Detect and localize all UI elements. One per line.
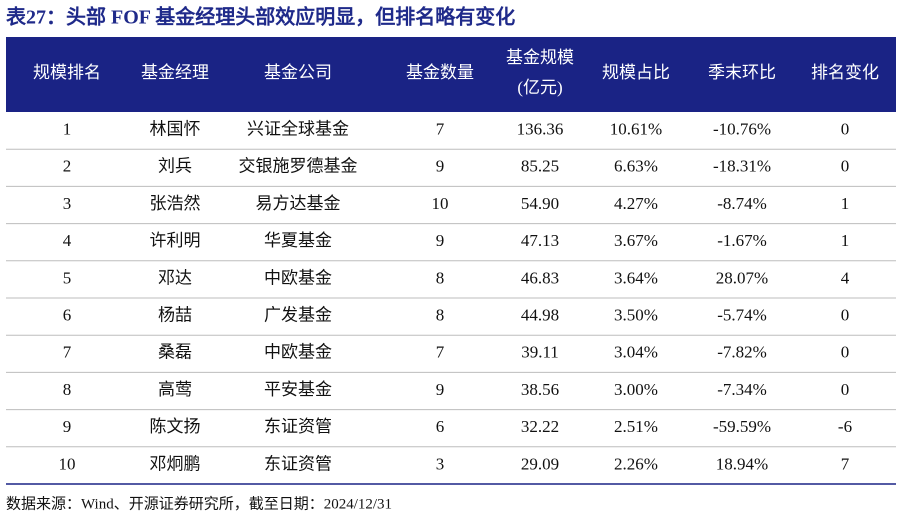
table-cell: 0 — [841, 157, 850, 176]
table-cell: 28.07% — [716, 268, 768, 287]
table-cell: 8 — [63, 380, 72, 399]
table-cell: 9 — [436, 380, 445, 399]
table-cell: 3.50% — [614, 306, 658, 325]
table-cell: 1 — [841, 194, 850, 213]
table-cell: 8 — [436, 268, 445, 287]
column-header: 基金经理 — [141, 63, 209, 82]
table-cell: 29.09 — [521, 454, 559, 473]
column-header: 排名变化 — [811, 63, 879, 82]
table-cell: 3 — [436, 454, 445, 473]
column-header: 基金公司 — [264, 63, 332, 82]
table-cell: 中欧基金 — [264, 343, 332, 362]
table-cell: 39.11 — [521, 343, 559, 362]
table-title: 表27：头部 FOF 基金经理头部效应明显，但排名略有变化 — [6, 5, 515, 29]
column-header: 规模排名 — [33, 63, 101, 82]
table-cell: 林国怀 — [150, 120, 201, 139]
table-cell: 7 — [436, 343, 445, 362]
table-cell: -59.59% — [713, 417, 771, 436]
table-cell: 4.27% — [614, 194, 658, 213]
table-cell: 杨喆 — [158, 306, 192, 325]
table-cell: 广发基金 — [264, 306, 332, 325]
table-cell: 易方达基金 — [256, 194, 341, 213]
table-cell: 4 — [63, 231, 72, 250]
table-cell: 32.22 — [521, 417, 559, 436]
table-cell: 85.25 — [521, 157, 559, 176]
table-cell: 7 — [436, 120, 445, 139]
table-cell: -18.31% — [713, 157, 771, 176]
table-cell: 9 — [436, 231, 445, 250]
table-cell: 东证资管 — [264, 454, 332, 473]
table-cell: 7 — [63, 343, 72, 362]
table-cell: 0 — [841, 306, 850, 325]
table-cell: 54.90 — [521, 194, 559, 213]
table-cell: 桑磊 — [158, 343, 192, 362]
table-cell: 3.00% — [614, 380, 658, 399]
table-cell: 高莺 — [158, 380, 192, 399]
table-cell: 10 — [59, 454, 76, 473]
table-cell: 东证资管 — [264, 417, 332, 436]
table-cell: -7.34% — [717, 380, 767, 399]
table-cell: 3.64% — [614, 268, 658, 287]
source-note: 数据来源：Wind、开源证券研究所，截至日期：2024/12/31 — [6, 495, 392, 512]
table-cell: 陈文扬 — [150, 417, 201, 436]
table-cell: 47.13 — [521, 231, 559, 250]
table-cell: 华夏基金 — [264, 231, 332, 250]
table-cell: 4 — [841, 268, 850, 287]
table-cell: 44.98 — [521, 306, 559, 325]
table-cell: 6 — [436, 417, 445, 436]
table-cell: 136.36 — [517, 120, 564, 139]
table-cell: 2 — [63, 157, 72, 176]
column-header: 基金规模 — [506, 48, 574, 67]
table-cell: -7.82% — [717, 343, 767, 362]
column-header: 规模占比 — [602, 63, 670, 82]
column-header: 季末环比 — [708, 63, 776, 82]
table-cell: 1 — [63, 120, 72, 139]
table-cell: 10.61% — [610, 120, 662, 139]
table-cell: 2.26% — [614, 454, 658, 473]
table-cell: 0 — [841, 380, 850, 399]
table-cell: 0 — [841, 120, 850, 139]
table-cell: -8.74% — [717, 194, 767, 213]
table-cell: 1 — [841, 231, 850, 250]
header-band — [6, 37, 896, 112]
table-cell: -1.67% — [717, 231, 767, 250]
table-cell: 6.63% — [614, 157, 658, 176]
table-cell: 5 — [63, 268, 72, 287]
table-cell: 8 — [436, 306, 445, 325]
table-cell: 许利明 — [150, 231, 201, 250]
column-header: (亿元) — [517, 78, 562, 97]
table-cell: -6 — [838, 417, 852, 436]
table-cell: -5.74% — [717, 306, 767, 325]
table-cell: 交银施罗德基金 — [239, 157, 358, 176]
table-cell: 中欧基金 — [264, 268, 332, 287]
table-cell: 38.56 — [521, 380, 559, 399]
table-cell: 邓炯鹏 — [150, 454, 201, 473]
table-cell: 10 — [432, 194, 449, 213]
table-cell: 46.83 — [521, 268, 559, 287]
column-header: 基金数量 — [406, 63, 474, 82]
table-cell: 3.04% — [614, 343, 658, 362]
table-cell: 兴证全球基金 — [247, 120, 349, 139]
table-cell: 0 — [841, 343, 850, 362]
table-cell: 张浩然 — [150, 194, 201, 213]
table-cell: 9 — [436, 157, 445, 176]
table-cell: -10.76% — [713, 120, 771, 139]
table-cell: 3.67% — [614, 231, 658, 250]
table-cell: 邓达 — [158, 268, 192, 287]
table-cell: 7 — [841, 454, 850, 473]
table-cell: 刘兵 — [158, 157, 192, 176]
table-cell: 平安基金 — [264, 380, 332, 399]
table-cell: 9 — [63, 417, 72, 436]
table-cell: 6 — [63, 306, 72, 325]
table-cell: 3 — [63, 194, 72, 213]
table-cell: 2.51% — [614, 417, 658, 436]
table-cell: 18.94% — [716, 454, 768, 473]
